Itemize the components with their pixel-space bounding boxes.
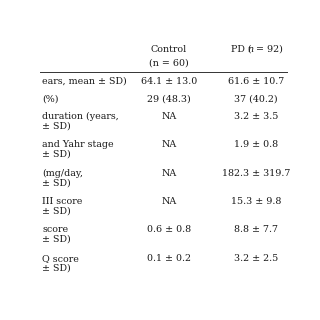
Text: = 92): = 92) bbox=[253, 44, 283, 53]
Text: 0.1 ± 0.2: 0.1 ± 0.2 bbox=[147, 254, 191, 263]
Text: Q score: Q score bbox=[43, 254, 79, 263]
Text: (mg/day,: (mg/day, bbox=[43, 169, 84, 178]
Text: 8.8 ± 7.7: 8.8 ± 7.7 bbox=[234, 225, 278, 235]
Text: n: n bbox=[248, 44, 254, 53]
Text: Control: Control bbox=[151, 44, 187, 53]
Text: 29 (48.3): 29 (48.3) bbox=[147, 94, 191, 103]
Text: ± SD): ± SD) bbox=[43, 206, 71, 215]
Text: NA: NA bbox=[161, 112, 177, 121]
Text: ± SD): ± SD) bbox=[43, 121, 71, 131]
Text: ± SD): ± SD) bbox=[43, 235, 71, 244]
Text: 15.3 ± 9.8: 15.3 ± 9.8 bbox=[231, 197, 281, 206]
Text: duration (years,: duration (years, bbox=[43, 112, 119, 121]
Text: NA: NA bbox=[161, 197, 177, 206]
Text: 64.1 ± 13.0: 64.1 ± 13.0 bbox=[141, 76, 197, 85]
Text: 61.6 ± 10.7: 61.6 ± 10.7 bbox=[228, 76, 284, 85]
Text: (n = 60): (n = 60) bbox=[149, 58, 189, 67]
Text: NA: NA bbox=[161, 169, 177, 178]
Text: ears, mean ± SD): ears, mean ± SD) bbox=[43, 76, 127, 85]
Text: PD (: PD ( bbox=[231, 44, 252, 53]
Text: score: score bbox=[43, 225, 68, 235]
Text: 3.2 ± 2.5: 3.2 ± 2.5 bbox=[234, 254, 278, 263]
Text: 1.9 ± 0.8: 1.9 ± 0.8 bbox=[234, 140, 278, 149]
Text: ± SD): ± SD) bbox=[43, 263, 71, 272]
Text: and Yahr stage: and Yahr stage bbox=[43, 140, 114, 149]
Text: (%): (%) bbox=[43, 94, 59, 103]
Text: ± SD): ± SD) bbox=[43, 178, 71, 187]
Text: NA: NA bbox=[161, 140, 177, 149]
Text: III score: III score bbox=[43, 197, 83, 206]
Text: 3.2 ± 3.5: 3.2 ± 3.5 bbox=[234, 112, 278, 121]
Text: 37 (40.2): 37 (40.2) bbox=[234, 94, 277, 103]
Text: 0.6 ± 0.8: 0.6 ± 0.8 bbox=[147, 225, 191, 235]
Text: ± SD): ± SD) bbox=[43, 150, 71, 159]
Text: 182.3 ± 319.7: 182.3 ± 319.7 bbox=[221, 169, 290, 178]
